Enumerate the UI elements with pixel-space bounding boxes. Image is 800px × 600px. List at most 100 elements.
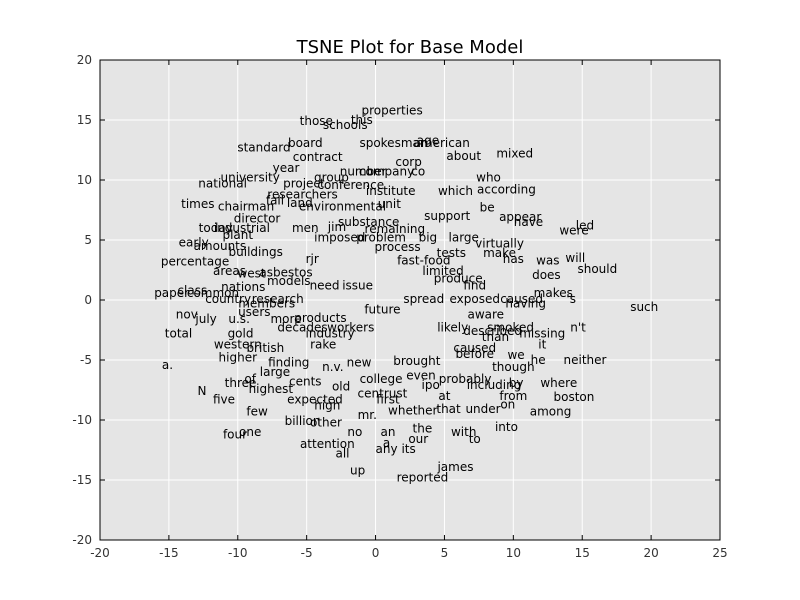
point-label: on <box>500 397 515 411</box>
point-label: large <box>449 231 479 245</box>
point-label: reported <box>397 471 449 485</box>
point-label: were <box>559 223 588 237</box>
point-label: that <box>436 402 461 416</box>
y-tick-label: -20 <box>72 533 92 547</box>
point-label: big <box>419 231 438 245</box>
point-label: schools <box>323 118 368 132</box>
point-label: those <box>300 114 333 128</box>
point-label: N <box>197 384 206 398</box>
point-label: five <box>213 393 235 407</box>
point-label: unit <box>378 197 402 211</box>
y-tick-label: 5 <box>84 233 92 247</box>
point-label: an <box>380 425 395 439</box>
point-label: highest <box>249 382 294 396</box>
point-label: corp <box>395 155 422 169</box>
point-label: appear <box>499 210 541 224</box>
point-label: chairman <box>218 199 274 213</box>
point-label: caused <box>500 292 543 306</box>
point-label: old <box>332 379 350 393</box>
point-label: first <box>376 393 400 407</box>
point-label: project <box>283 177 325 191</box>
point-label: asbestos <box>259 265 312 279</box>
point-label: early <box>179 235 209 249</box>
point-label: few <box>246 405 268 419</box>
point-label: standard <box>237 141 290 155</box>
point-label: exposed <box>450 292 500 306</box>
point-label: properties <box>361 103 422 117</box>
point-label: does <box>532 268 561 282</box>
point-label: total <box>165 327 192 341</box>
grid <box>100 60 720 540</box>
point-label: high <box>314 399 340 413</box>
point-label: should <box>577 262 617 276</box>
point-label: members <box>238 297 295 311</box>
point-label: age <box>417 133 439 147</box>
point-label: american <box>414 136 470 150</box>
y-tick-label: 15 <box>77 113 92 127</box>
point-label: the <box>413 421 433 435</box>
point-label: group <box>314 171 349 185</box>
point-label: from <box>499 389 527 403</box>
point-label: university <box>220 171 279 185</box>
point-label: billion <box>285 414 321 428</box>
point-label: nations <box>221 280 265 294</box>
x-tick-label: -20 <box>90 546 110 560</box>
point-label: aware <box>467 307 504 321</box>
point-label: our <box>408 432 428 446</box>
point-label: new <box>347 355 372 369</box>
point-label: probably <box>439 372 492 386</box>
point-label: even <box>406 369 435 383</box>
point-label: director <box>234 211 281 225</box>
point-label: year <box>273 161 300 175</box>
point-label: amounts <box>194 239 247 253</box>
point-label: all <box>335 447 349 461</box>
point-label: industrial <box>214 221 270 235</box>
point-label: spread <box>403 292 444 306</box>
y-tick-label: 0 <box>84 293 92 307</box>
point-label: cents <box>289 375 322 389</box>
point-label: though <box>492 360 534 374</box>
point-label: imposed <box>314 231 365 245</box>
point-label: produce <box>434 271 483 285</box>
point-label: tests <box>437 246 466 260</box>
point-label: to <box>469 432 481 446</box>
point-label: having <box>505 297 546 311</box>
point-label: such <box>630 300 658 314</box>
point-label: fast-food <box>397 253 450 267</box>
point-label: problem <box>356 231 406 245</box>
point-label: where <box>540 376 577 390</box>
x-tick-label: -15 <box>159 546 179 560</box>
point-label: a. <box>162 358 173 372</box>
point-label: plant <box>222 228 253 242</box>
point-label: likely <box>437 321 468 335</box>
point-label: led <box>576 219 594 233</box>
point-label: rjr <box>306 252 319 266</box>
point-label: this <box>351 113 373 127</box>
point-label: workers <box>327 321 374 335</box>
point-label: virtually <box>475 237 524 251</box>
plot-frame <box>99 59 721 541</box>
y-tick-label: 20 <box>77 53 92 67</box>
x-tick-label: 15 <box>575 546 590 560</box>
point-label: caused <box>453 341 496 355</box>
point-label: who <box>476 171 501 185</box>
point-label: fall <box>266 193 284 207</box>
point-label: its <box>401 442 415 456</box>
point-label: national <box>198 177 247 191</box>
point-label: british <box>246 341 284 355</box>
x-tick-label: -10 <box>228 546 248 560</box>
point-label: today <box>199 221 233 235</box>
point-label: expected <box>287 393 343 407</box>
point-label: company <box>359 165 414 179</box>
point-label: models <box>267 274 311 288</box>
point-label: class <box>177 283 207 297</box>
point-label: n.v. <box>322 360 343 374</box>
point-label: common <box>187 286 239 300</box>
point-label: one <box>239 425 261 439</box>
axis-ticks: -20 -15 -10 -5 0 5 10 15 20 25 -20 -15 -10 -5 0 5 10 15 20 <box>72 53 727 560</box>
point-label: large <box>260 365 290 379</box>
point-label: conference <box>317 178 384 192</box>
y-tick-label: -15 <box>72 473 92 487</box>
